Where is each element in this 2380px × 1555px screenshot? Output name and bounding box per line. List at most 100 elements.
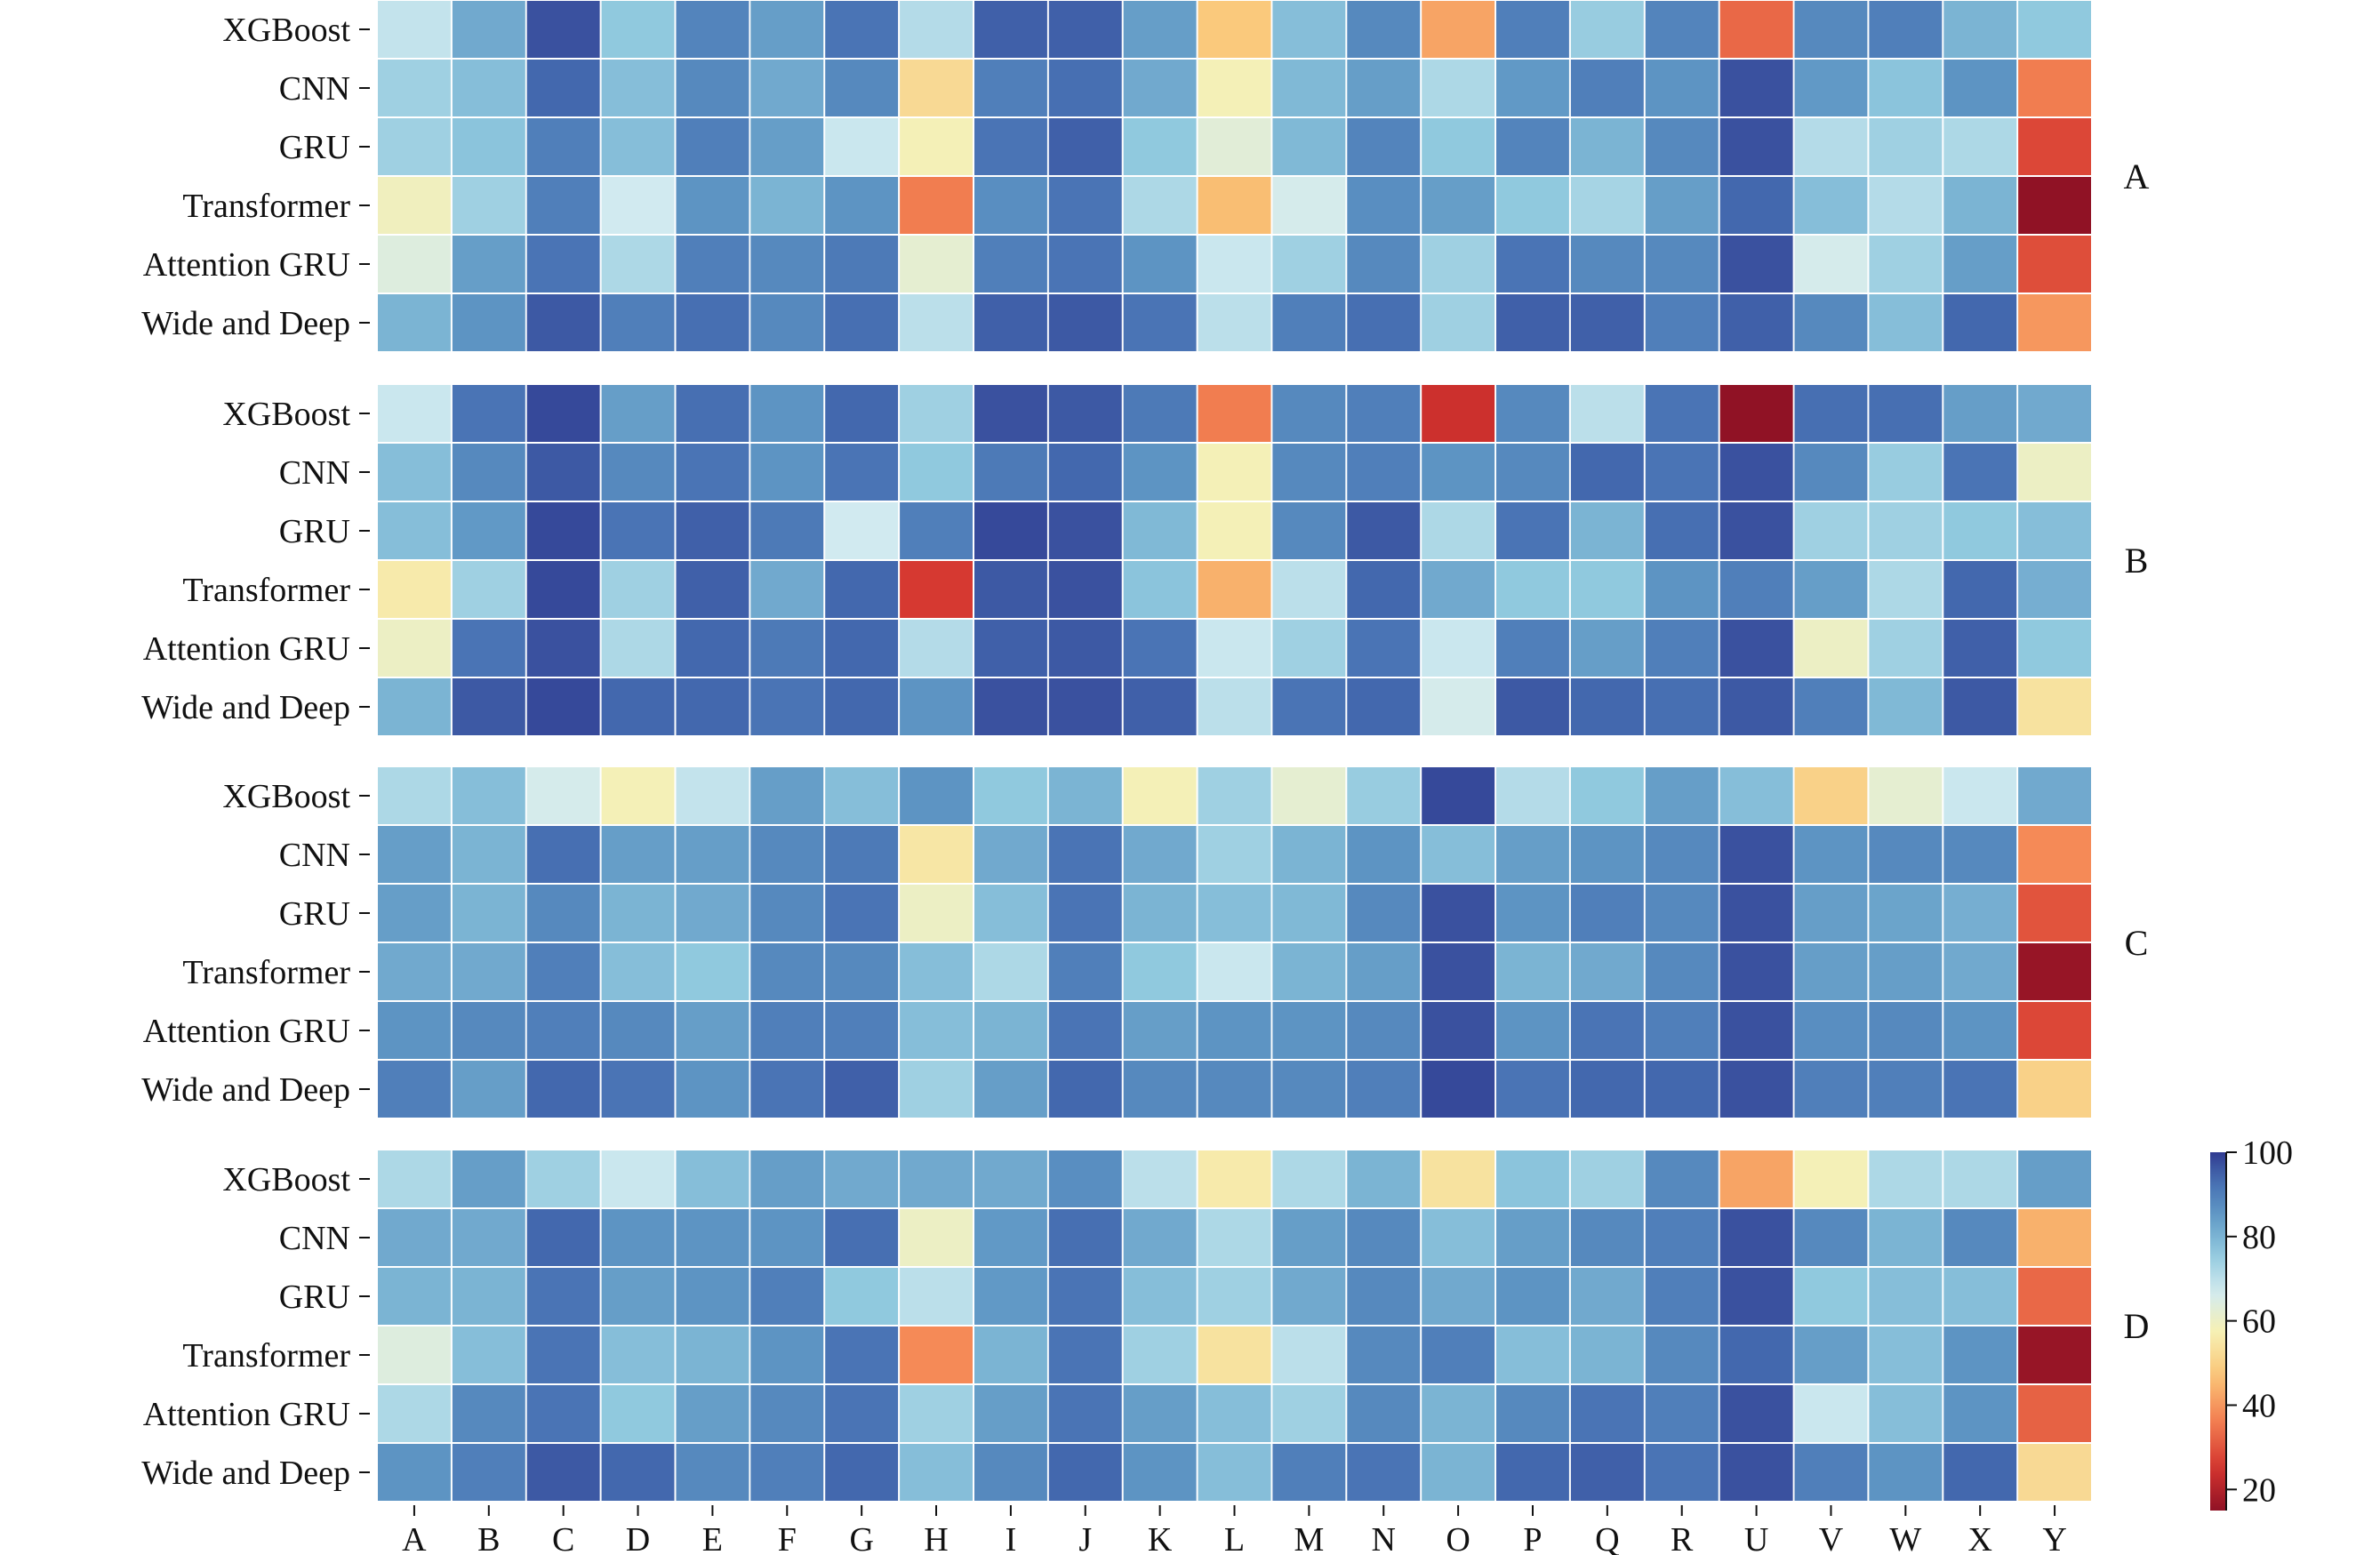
heatmap-cell xyxy=(1422,767,1495,824)
heatmap-cell xyxy=(526,620,600,677)
heatmap-cell xyxy=(526,1268,600,1325)
heatmap-cell xyxy=(1198,502,1271,559)
row-label: CNN xyxy=(279,70,350,108)
heatmap-cell xyxy=(900,1061,973,1118)
heatmap-cell xyxy=(1570,1150,1644,1207)
heatmap-cell xyxy=(526,826,600,883)
heatmap-cell xyxy=(2018,678,2091,735)
heatmap-cell xyxy=(1943,826,2017,883)
heatmap-cell xyxy=(452,502,525,559)
heatmap-cell xyxy=(452,1268,525,1325)
heatmap-cell xyxy=(1794,1385,1868,1442)
heatmap-cell xyxy=(1570,502,1644,559)
row-label: Attention GRU xyxy=(143,630,350,668)
heatmap-cell xyxy=(1943,1385,2017,1442)
heatmap-cell xyxy=(601,502,675,559)
heatmap-cell xyxy=(1272,1444,1346,1501)
heatmap-cell xyxy=(825,826,899,883)
heatmap-cell xyxy=(526,678,600,735)
heatmap-cell xyxy=(1422,1061,1495,1118)
heatmap-cell xyxy=(1794,561,1868,618)
heatmap-cell xyxy=(900,767,973,824)
row-label: Wide and Deep xyxy=(141,1455,350,1492)
heatmap-cell xyxy=(1123,1,1197,58)
heatmap-cell xyxy=(1943,236,2017,293)
heatmap-cell xyxy=(1645,1385,1719,1442)
heatmap-cell xyxy=(1570,767,1644,824)
heatmap-cell xyxy=(1123,1061,1197,1118)
heatmap-cell xyxy=(676,678,749,735)
heatmap-cell xyxy=(1645,1002,1719,1059)
heatmap-cell xyxy=(974,1268,1047,1325)
heatmap-cell xyxy=(1198,177,1271,234)
heatmap-cell xyxy=(1869,1209,1943,1266)
column-label: N xyxy=(1371,1521,1395,1555)
heatmap-cell xyxy=(1869,177,1943,234)
heatmap-cell xyxy=(1869,678,1943,735)
heatmap-cell xyxy=(2018,826,2091,883)
heatmap-cell xyxy=(526,502,600,559)
heatmap-cell xyxy=(1198,826,1271,883)
heatmap-cell xyxy=(1943,1327,2017,1383)
colorbar-tick-label: 20 xyxy=(2242,1471,2276,1509)
heatmap-cell xyxy=(1570,1209,1644,1266)
heatmap-cell xyxy=(750,385,824,442)
heatmap-cell xyxy=(378,767,451,824)
heatmap-cell xyxy=(1869,118,1943,175)
heatmap-cell xyxy=(900,1150,973,1207)
heatmap-cell xyxy=(1347,118,1421,175)
heatmap-cell xyxy=(601,1209,675,1266)
column-label: R xyxy=(1671,1521,1694,1555)
heatmap-cell xyxy=(601,561,675,618)
heatmap-cell xyxy=(526,1061,600,1118)
heatmap-cell xyxy=(1272,826,1346,883)
row-label: Wide and Deep xyxy=(141,305,350,342)
heatmap-cell xyxy=(601,1385,675,1442)
heatmap-cell xyxy=(1422,678,1495,735)
heatmap-cell xyxy=(825,561,899,618)
heatmap-cell xyxy=(1496,1061,1569,1118)
heatmap-cell xyxy=(1645,60,1719,116)
heatmap-cell xyxy=(1869,1327,1943,1383)
heatmap-cell xyxy=(1123,177,1197,234)
heatmap-cell xyxy=(1422,294,1495,351)
heatmap-cell xyxy=(1570,885,1644,942)
heatmap-cell xyxy=(1719,678,1793,735)
heatmap-cell xyxy=(974,678,1047,735)
heatmap-cell xyxy=(1198,444,1271,501)
heatmap-cell xyxy=(1123,943,1197,1000)
heatmap-cell xyxy=(378,885,451,942)
heatmap-cell xyxy=(1719,767,1793,824)
heatmap-cell xyxy=(974,767,1047,824)
heatmap-cell xyxy=(1869,1061,1943,1118)
heatmap-cell xyxy=(1198,1061,1271,1118)
heatmap-cell xyxy=(452,1061,525,1118)
heatmap-cell xyxy=(1123,60,1197,116)
heatmap-cell xyxy=(378,1150,451,1207)
heatmap-cell xyxy=(1422,1209,1495,1266)
heatmap-cell xyxy=(2018,1209,2091,1266)
heatmap-cell xyxy=(1272,767,1346,824)
heatmap-cell xyxy=(1794,767,1868,824)
heatmap-cell xyxy=(1794,60,1868,116)
heatmap-cell xyxy=(1198,620,1271,677)
column-label: D xyxy=(626,1521,650,1555)
heatmap-cell xyxy=(1272,1002,1346,1059)
heatmap-cell xyxy=(1422,502,1495,559)
heatmap-cell xyxy=(1272,1150,1346,1207)
heatmap-cell xyxy=(1496,1150,1569,1207)
heatmap-cell xyxy=(750,678,824,735)
heatmap-cell xyxy=(900,561,973,618)
heatmap-cell xyxy=(825,502,899,559)
heatmap-cell xyxy=(601,1444,675,1501)
heatmap-cell xyxy=(750,826,824,883)
heatmap-cell xyxy=(1645,1,1719,58)
heatmap-cell xyxy=(1794,826,1868,883)
heatmap-cell xyxy=(1645,1061,1719,1118)
heatmap-cell xyxy=(1496,1002,1569,1059)
heatmap-cell xyxy=(750,943,824,1000)
heatmap-cell xyxy=(676,1444,749,1501)
column-label: H xyxy=(924,1521,948,1555)
heatmap-cell xyxy=(1123,885,1197,942)
